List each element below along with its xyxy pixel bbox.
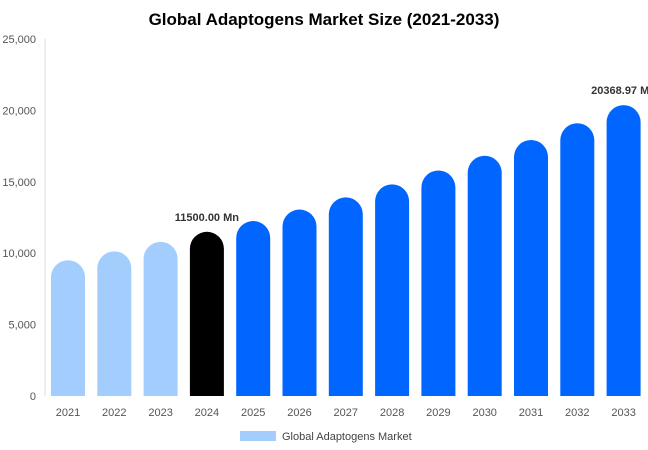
x-tick-label: 2025 xyxy=(241,407,265,419)
bar-2021[interactable] xyxy=(51,260,85,396)
y-tick-label: 5,000 xyxy=(8,320,36,332)
legend-label: Global Adaptogens Market xyxy=(282,431,412,443)
x-tick-label: 2027 xyxy=(334,407,358,419)
chart-title: Global Adaptogens Market Size (2021-2033… xyxy=(149,10,500,29)
bar-2033[interactable] xyxy=(606,105,641,397)
bar-2027[interactable] xyxy=(328,197,363,396)
bar-2031[interactable] xyxy=(514,139,548,397)
x-tick-label: 2033 xyxy=(611,407,635,419)
x-tick-label: 2021 xyxy=(56,407,80,419)
bar-2026[interactable] xyxy=(282,209,317,396)
bar-2030[interactable] xyxy=(467,155,502,396)
bar-2023[interactable] xyxy=(143,241,178,396)
x-tick-label: 2026 xyxy=(287,407,311,419)
bar-2022[interactable] xyxy=(97,251,132,396)
bar-2029[interactable] xyxy=(421,170,456,396)
x-tick-label: 2028 xyxy=(380,407,404,419)
x-tick-label: 2031 xyxy=(519,407,543,419)
legend-swatch xyxy=(240,431,276,441)
legend[interactable]: Global Adaptogens Market xyxy=(240,431,412,443)
y-tick-label: 0 xyxy=(30,391,36,403)
x-tick-label: 2029 xyxy=(426,407,450,419)
x-tick-label: 2023 xyxy=(148,407,172,419)
x-tick-label: 2022 xyxy=(102,407,126,419)
x-tick-label: 2032 xyxy=(565,407,589,419)
data-label-2033: 20368.97 Mn xyxy=(591,85,648,97)
bar-2025[interactable] xyxy=(236,221,271,396)
y-tick-label: 10,000 xyxy=(2,248,36,260)
bar-2024[interactable] xyxy=(189,231,224,396)
bar-2028[interactable] xyxy=(375,184,410,396)
y-tick-label: 25,000 xyxy=(2,34,36,46)
y-tick-label: 15,000 xyxy=(2,177,36,189)
bar-2032[interactable] xyxy=(560,123,595,396)
data-label-2024: 11500.00 Mn xyxy=(175,212,239,224)
y-tick-label: 20,000 xyxy=(2,105,36,117)
x-tick-label: 2024 xyxy=(195,407,219,419)
x-tick-label: 2030 xyxy=(472,407,496,419)
